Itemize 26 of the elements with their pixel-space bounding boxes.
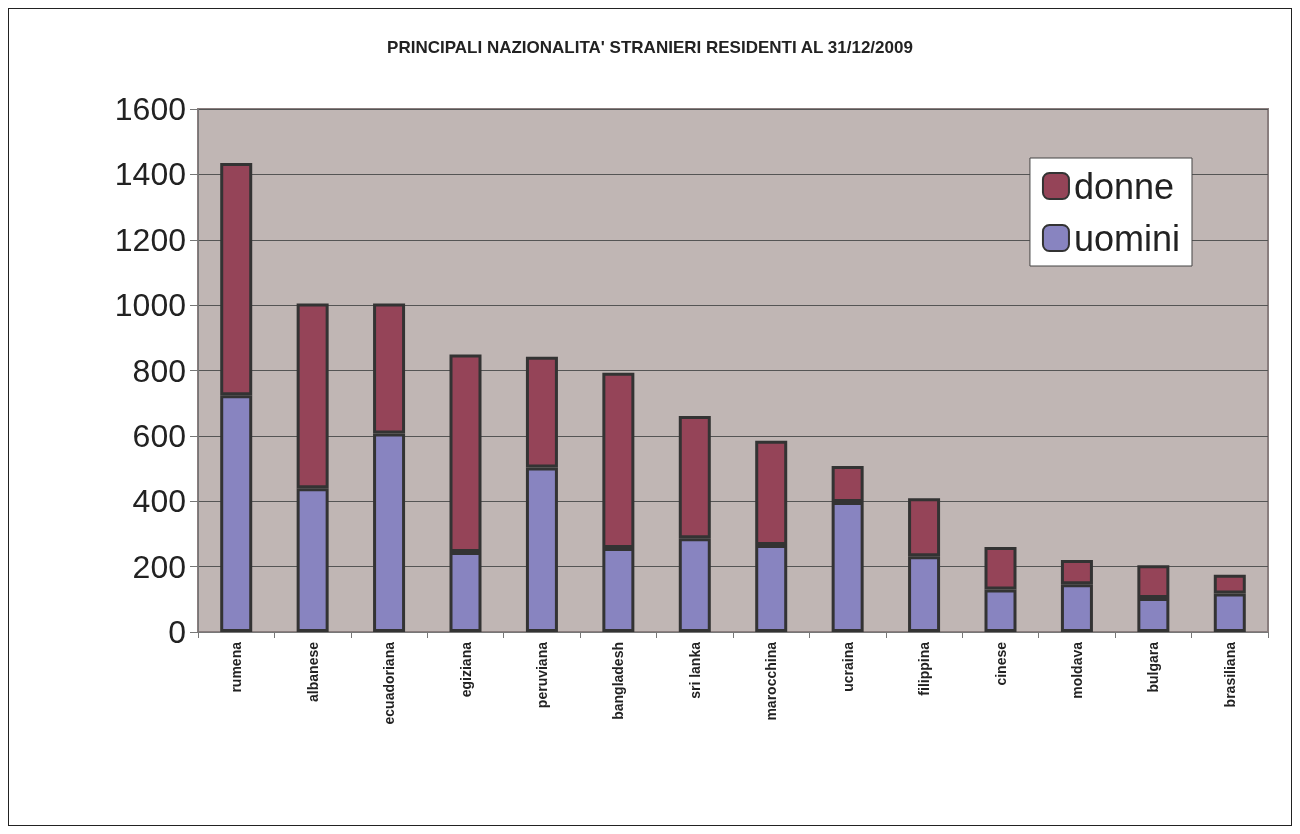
x-tick-label: filippina — [916, 641, 933, 696]
legend-label: uomini — [1073, 217, 1181, 259]
x-tick-label: rumena — [228, 641, 245, 693]
x-tick-label: moldava — [1068, 641, 1085, 699]
x-tick-label: egiziana — [457, 641, 474, 698]
x-tick-label: bangladesh — [610, 642, 627, 720]
x-tick-label: ucraina — [839, 641, 856, 692]
x-tick-label: sri lanka — [686, 641, 703, 699]
x-tick-label: ecuadoriana — [381, 641, 398, 725]
y-tick-label: 1000 — [114, 287, 186, 324]
x-tick-label: albanese — [304, 641, 321, 702]
y-tick-label: 1400 — [114, 156, 186, 193]
y-tick-label: 800 — [132, 352, 186, 389]
x-tick-label: bulgara — [1145, 641, 1162, 693]
y-tick-label: 600 — [132, 417, 186, 454]
y-tick-label: 400 — [132, 483, 186, 520]
y-tick-label: 0 — [168, 614, 186, 650]
y-tick-label: 1200 — [114, 221, 186, 258]
x-tick-label: peruviana — [533, 641, 550, 709]
y-tick-label: 1600 — [114, 91, 186, 127]
x-tick-label: cinese — [992, 641, 1009, 686]
legend-label: donne — [1073, 165, 1175, 207]
chart-title: PRINCIPALI NAZIONALITA' STRANIERI RESIDENTI AL 31/12/2009 — [387, 38, 913, 57]
y-tick-label: 200 — [132, 548, 186, 585]
x-tick-label: brasiliana — [1221, 641, 1238, 708]
x-tick-label: marocchina — [763, 641, 780, 721]
